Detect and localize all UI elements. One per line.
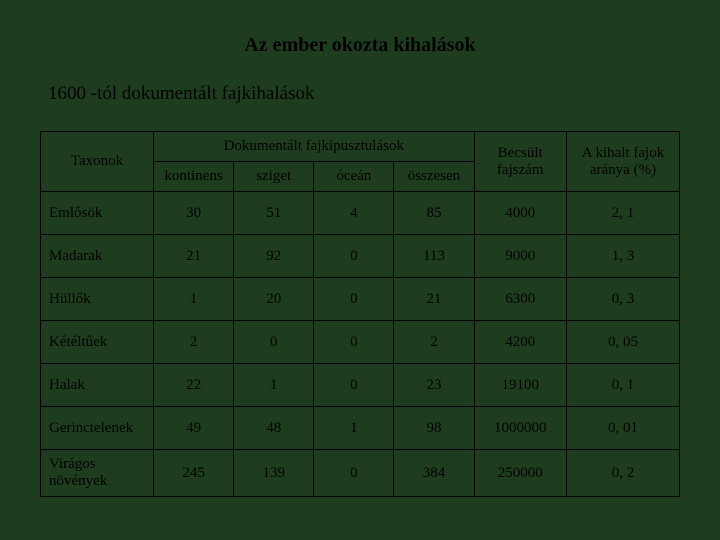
page-subtitle: 1600 -tól dokumentált fajkihalások xyxy=(48,83,680,105)
cell-value: 21 xyxy=(154,235,234,278)
cell-est: 4200 xyxy=(474,321,566,364)
cell-taxon: Madarak xyxy=(41,235,154,278)
cell-pct: 0, 2 xyxy=(566,450,679,497)
cell-taxon: Hüllők xyxy=(41,278,154,321)
header-group: Dokumentált fajkipusztulások xyxy=(154,132,475,162)
cell-value: 48 xyxy=(234,407,314,450)
table-row: Hüllők12002163000, 3 xyxy=(41,278,680,321)
cell-value: 0 xyxy=(314,278,394,321)
cell-value: 1 xyxy=(314,407,394,450)
header-sub-0: kontinens xyxy=(154,162,234,192)
cell-est: 1000000 xyxy=(474,407,566,450)
cell-taxon: Virágos növények xyxy=(41,450,154,497)
cell-value: 0 xyxy=(314,235,394,278)
table-row: Emlősök305148540002, 1 xyxy=(41,192,680,235)
cell-value: 49 xyxy=(154,407,234,450)
table-body: Emlősök305148540002, 1Madarak21920113900… xyxy=(41,192,680,497)
table-row: Madarak2192011390001, 3 xyxy=(41,235,680,278)
extinction-table: Taxonok Dokumentált fajkipusztulások Bec… xyxy=(40,131,680,497)
cell-value: 1 xyxy=(234,364,314,407)
table-row: Halak221023191000, 1 xyxy=(41,364,680,407)
table-row: Virágos növények24513903842500000, 2 xyxy=(41,450,680,497)
cell-taxon: Kétéltűek xyxy=(41,321,154,364)
cell-value: 0 xyxy=(234,321,314,364)
cell-pct: 0, 05 xyxy=(566,321,679,364)
cell-taxon: Emlősök xyxy=(41,192,154,235)
cell-value: 92 xyxy=(234,235,314,278)
header-sub-1: sziget xyxy=(234,162,314,192)
header-taxon: Taxonok xyxy=(41,132,154,192)
cell-est: 6300 xyxy=(474,278,566,321)
cell-est: 9000 xyxy=(474,235,566,278)
page-title: Az ember okozta kihalások xyxy=(40,34,680,57)
cell-pct: 2, 1 xyxy=(566,192,679,235)
cell-value: 85 xyxy=(394,192,474,235)
cell-value: 30 xyxy=(154,192,234,235)
cell-value: 0 xyxy=(314,321,394,364)
cell-value: 4 xyxy=(314,192,394,235)
cell-value: 23 xyxy=(394,364,474,407)
slide: Az ember okozta kihalások 1600 -tól doku… xyxy=(0,0,720,517)
cell-value: 245 xyxy=(154,450,234,497)
cell-pct: 0, 3 xyxy=(566,278,679,321)
cell-value: 0 xyxy=(314,364,394,407)
cell-value: 2 xyxy=(154,321,234,364)
table-head: Taxonok Dokumentált fajkipusztulások Bec… xyxy=(41,132,680,192)
cell-value: 1 xyxy=(154,278,234,321)
cell-value: 0 xyxy=(314,450,394,497)
cell-value: 21 xyxy=(394,278,474,321)
cell-value: 2 xyxy=(394,321,474,364)
header-pct: A kihalt fajok aránya (%) xyxy=(566,132,679,192)
cell-est: 4000 xyxy=(474,192,566,235)
cell-pct: 0, 01 xyxy=(566,407,679,450)
cell-taxon: Halak xyxy=(41,364,154,407)
header-sub-3: összesen xyxy=(394,162,474,192)
cell-value: 384 xyxy=(394,450,474,497)
header-est: Becsült fajszám xyxy=(474,132,566,192)
cell-est: 250000 xyxy=(474,450,566,497)
cell-value: 20 xyxy=(234,278,314,321)
cell-value: 139 xyxy=(234,450,314,497)
cell-pct: 0, 1 xyxy=(566,364,679,407)
table-row: Kétéltűek200242000, 05 xyxy=(41,321,680,364)
table-row: Gerinctelenek494819810000000, 01 xyxy=(41,407,680,450)
cell-value: 98 xyxy=(394,407,474,450)
cell-taxon: Gerinctelenek xyxy=(41,407,154,450)
cell-value: 113 xyxy=(394,235,474,278)
cell-est: 19100 xyxy=(474,364,566,407)
cell-value: 22 xyxy=(154,364,234,407)
header-sub-2: óceán xyxy=(314,162,394,192)
cell-value: 51 xyxy=(234,192,314,235)
cell-pct: 1, 3 xyxy=(566,235,679,278)
